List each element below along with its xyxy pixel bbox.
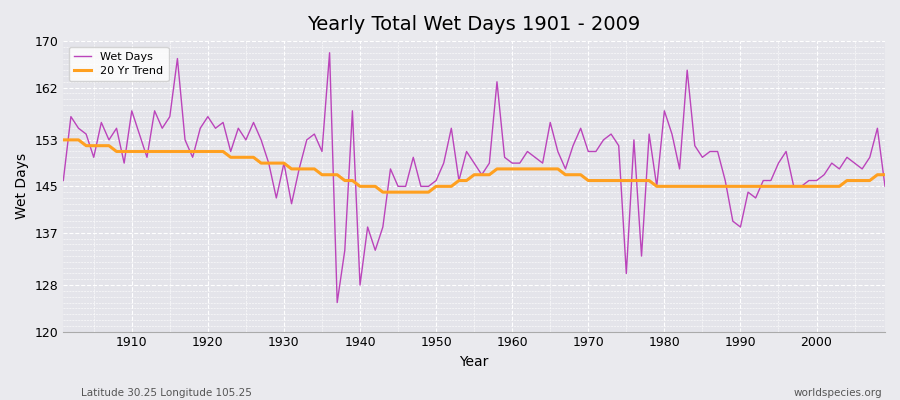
20 Yr Trend — [332, 172, 343, 177]
Wet Days — [515, 161, 526, 166]
Legend: Wet Days, 20 Yr Trend: Wet Days, 20 Yr Trend — [68, 47, 168, 81]
Wet Days — [879, 184, 890, 189]
Wet Days — [522, 149, 533, 154]
20 Yr Trend — [879, 172, 890, 177]
20 Yr Trend — [286, 166, 297, 171]
20 Yr Trend — [377, 190, 388, 194]
Wet Days — [286, 201, 297, 206]
Wet Days — [613, 143, 624, 148]
20 Yr Trend — [58, 138, 68, 142]
Text: worldspecies.org: worldspecies.org — [794, 388, 882, 398]
X-axis label: Year: Year — [460, 355, 489, 369]
Wet Days — [58, 178, 68, 183]
Title: Yearly Total Wet Days 1901 - 2009: Yearly Total Wet Days 1901 - 2009 — [308, 15, 641, 34]
20 Yr Trend — [515, 166, 526, 171]
20 Yr Trend — [507, 166, 517, 171]
Line: 20 Yr Trend: 20 Yr Trend — [63, 140, 885, 192]
Wet Days — [119, 161, 130, 166]
20 Yr Trend — [606, 178, 616, 183]
Wet Days — [332, 300, 343, 305]
20 Yr Trend — [119, 149, 130, 154]
Text: Latitude 30.25 Longitude 105.25: Latitude 30.25 Longitude 105.25 — [81, 388, 252, 398]
Line: Wet Days: Wet Days — [63, 53, 885, 302]
Wet Days — [324, 50, 335, 55]
Wet Days — [347, 108, 358, 113]
Y-axis label: Wet Days: Wet Days — [15, 153, 29, 220]
